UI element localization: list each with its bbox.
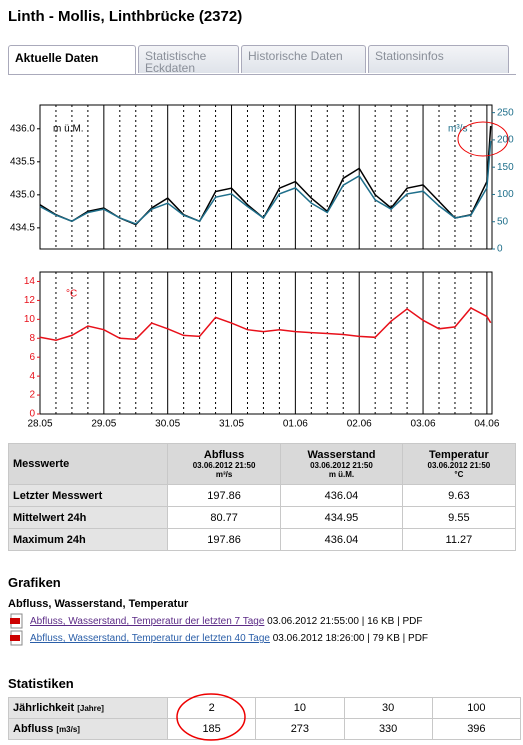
station-title: Linth - Mollis, Linthbrücke (2372) xyxy=(8,8,243,25)
x-tick-label: 29.05 xyxy=(91,419,116,430)
cell: Temperatur 03.06.2012 21:50 °C xyxy=(401,443,517,485)
cell: 10 xyxy=(255,697,345,719)
x-tick-label: 03.06 xyxy=(411,419,436,430)
y-tick-label: 4 xyxy=(29,371,35,382)
cell: 197.86 xyxy=(166,484,282,507)
y-tick-label: 10 xyxy=(24,314,36,325)
col-date: 03.06.2012 21:50 xyxy=(427,461,491,470)
cell: 100 xyxy=(431,697,522,719)
col-name: Abfluss xyxy=(203,449,245,461)
y2-tick-label: 150 xyxy=(497,162,514,173)
y2-tick-label: 50 xyxy=(497,216,509,227)
highlight-circle xyxy=(176,693,246,741)
y2-tick-label: 0 xyxy=(497,244,503,255)
cell: 80.77 xyxy=(166,506,282,529)
y-tick-label: 434.5 xyxy=(10,223,35,234)
cell: Jährlichkeit [Jahre] xyxy=(8,697,168,719)
section-subtitle: Abfluss, Wasserstand, Temperatur xyxy=(8,598,189,610)
series-line xyxy=(39,307,492,341)
cell: 396 xyxy=(431,718,522,740)
row-label: Jährlichkeit xyxy=(13,702,75,714)
y-tick-label: 435.0 xyxy=(10,189,35,200)
cell: 434.95 xyxy=(280,506,403,529)
cell: Wasserstand 03.06.2012 21:50 m ü.M. xyxy=(280,443,403,485)
pdf-link[interactable]: Abfluss, Wasserstand, Temperatur der let… xyxy=(30,616,265,627)
tab[interactable]: Aktuelle Daten xyxy=(8,45,136,75)
cell: 330 xyxy=(343,718,433,740)
y-tick-label: 12 xyxy=(24,295,36,306)
tab[interactable]: Stationsinfos xyxy=(368,45,509,73)
link-meta: 03.06.2012 18:26:00 | 79 KB | PDF xyxy=(272,633,429,644)
y-tick-label: 6 xyxy=(29,352,35,363)
tab-line xyxy=(8,74,516,75)
y-tick-label: 436.0 xyxy=(10,123,35,134)
y-tick-label: 2 xyxy=(29,390,35,401)
section-title: Statistiken xyxy=(8,676,74,691)
pdf-icon xyxy=(10,630,23,646)
cell: 30 xyxy=(343,697,433,719)
y-tick-label: 0 xyxy=(29,409,35,420)
cell: 436.04 xyxy=(280,484,403,507)
x-tick-label: 31.05 xyxy=(219,419,244,430)
col-unit: m ü.M. xyxy=(328,470,355,479)
link-row: Abfluss, Wasserstand, Temperatur der let… xyxy=(30,633,428,644)
x-tick-label: 02.06 xyxy=(347,419,372,430)
y2-tick-label: 200 xyxy=(497,135,514,146)
plot-frame xyxy=(39,271,493,415)
cell: 436.04 xyxy=(280,528,403,551)
y-tick-label: 435.5 xyxy=(10,156,35,167)
col-unit: m³/s xyxy=(215,470,233,479)
link-meta: 03.06.2012 21:55:00 | 16 KB | PDF xyxy=(267,616,423,627)
col-unit: °C xyxy=(454,470,464,479)
cell: Letzter Messwert xyxy=(8,484,168,507)
row-unit: [Jahre] xyxy=(77,704,104,713)
pdf-icon xyxy=(10,613,23,629)
y-axis-label: m ü.M. xyxy=(53,124,84,135)
stats-table: Jährlichkeit [Jahre] 2 10 30 100 Abfluss [m3… xyxy=(8,697,522,740)
link-row: Abfluss, Wasserstand, Temperatur der let… xyxy=(30,616,422,627)
x-tick-label: 28.05 xyxy=(27,419,52,430)
x-tick-label: 01.06 xyxy=(283,419,308,430)
y2-axis-label: m³/s xyxy=(448,124,467,135)
y2-tick-label: 100 xyxy=(497,189,514,200)
cell: 273 xyxy=(255,718,345,740)
cell: 11.27 xyxy=(401,528,517,551)
cell: Maximum 24h xyxy=(8,528,168,551)
col-name: Temperatur xyxy=(429,449,489,461)
y-tick-label: 14 xyxy=(24,276,36,287)
cell: Abfluss [m3/s] xyxy=(8,718,168,740)
measurement-table: Messwerte Abfluss 03.06.2012 21:50 m³/s Wa… xyxy=(8,443,517,551)
section-title: Grafiken xyxy=(8,575,61,590)
x-tick-label: 30.05 xyxy=(155,419,180,430)
row-label: Abfluss xyxy=(13,723,54,735)
cell: 197.86 xyxy=(166,528,282,551)
col-date: 03.06.2012 21:50 xyxy=(192,461,256,470)
pdf-link[interactable]: Abfluss, Wasserstand, Temperatur der let… xyxy=(30,633,270,644)
col-name: Wasserstand xyxy=(307,449,376,461)
cell: Abfluss 03.06.2012 21:50 m³/s xyxy=(166,443,282,485)
plot-frame xyxy=(39,104,493,250)
cell: 9.63 xyxy=(401,484,517,507)
cell: Messwerte xyxy=(8,443,168,485)
cell: Mittelwert 24h xyxy=(8,506,168,529)
tab[interactable]: Historische Daten xyxy=(241,45,366,73)
series-line xyxy=(39,141,492,225)
x-tick-label: 04.06 xyxy=(474,419,499,430)
y-tick-label: 8 xyxy=(29,333,35,344)
y2-tick-label: 250 xyxy=(497,107,514,118)
row-unit: [m3/s] xyxy=(56,725,80,734)
col-date: 03.06.2012 21:50 xyxy=(310,461,373,470)
cell: 9.55 xyxy=(401,506,517,529)
highlight-circle xyxy=(457,121,509,157)
y-axis-label: °C xyxy=(66,289,77,300)
tab[interactable]: Statistische Eckdaten xyxy=(138,45,239,74)
